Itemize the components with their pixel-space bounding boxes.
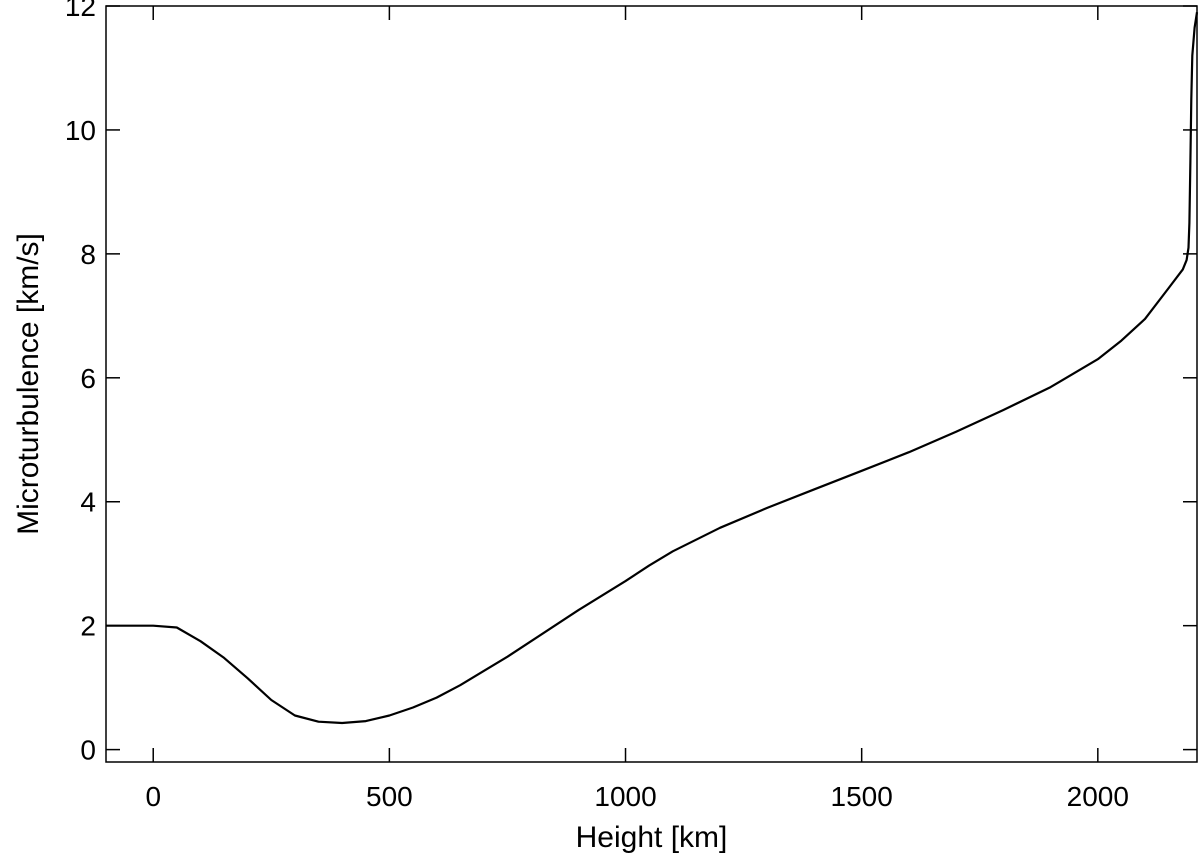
y-axis-title: Microturbulence [km/s] [12, 233, 45, 535]
series-line-microturbulence [106, 12, 1199, 725]
y-tick-label-8: 8 [80, 239, 96, 270]
tick-labels: 0 500 1000 1500 2000 0 2 4 6 8 10 12 [65, 0, 1129, 812]
y-tick-label-4: 4 [80, 487, 96, 518]
x-axis-title: Height [km] [576, 821, 728, 854]
x-tick-label-0: 0 [145, 781, 161, 812]
x-tick-label-2000: 2000 [1067, 781, 1129, 812]
y-tick-label-0: 0 [80, 735, 96, 766]
x-tick-label-1000: 1000 [594, 781, 656, 812]
plot-frame [105, 5, 1198, 763]
x-tick-label-500: 500 [366, 781, 413, 812]
y-tick-label-10: 10 [65, 115, 96, 146]
y-tick-label-6: 6 [80, 363, 96, 394]
y-tick-label-12: 12 [65, 0, 96, 22]
x-tick-label-1500: 1500 [831, 781, 893, 812]
axis-ticks [106, 5, 1197, 762]
y-tick-label-2: 2 [80, 611, 96, 642]
